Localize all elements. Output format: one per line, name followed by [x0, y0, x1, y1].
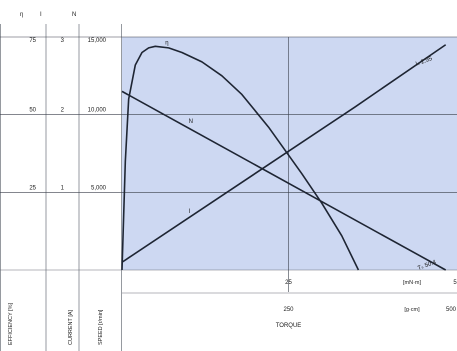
- axis-label-torque: TORQUE: [276, 323, 302, 329]
- series-line-efficiency: [121, 45, 360, 271]
- tick-efficiency-0: 25: [29, 185, 36, 191]
- curve-label-current: I: [189, 209, 191, 215]
- unit-torque-bottom: [g·cm]: [404, 307, 420, 313]
- tick-efficiency-1: 50: [29, 108, 36, 114]
- tick-current-0: 1: [61, 185, 65, 191]
- axis-header-efficiency: η: [20, 12, 23, 18]
- curve-label-efficiency: η: [165, 40, 168, 46]
- unit-torque-top: [mN·m]: [403, 280, 421, 286]
- axis-label-efficiency: EFFICIENCY [%]: [8, 302, 14, 345]
- axis-label-speed: SPEED [r/min]: [98, 309, 104, 345]
- tick-current-1: 2: [61, 108, 65, 114]
- series-line-current: [121, 44, 447, 263]
- axis-header-current: I: [40, 12, 42, 18]
- tick-torque-bottom-0: 250: [283, 307, 294, 313]
- tick-efficiency-2: 75: [29, 38, 36, 44]
- tick-speed-2: 15,000: [88, 38, 107, 44]
- tick-speed-1: 10,000: [88, 108, 107, 114]
- tick-torque-bottom-1: 500: [446, 307, 457, 313]
- annotation-1: Iₛ 2.95: [415, 56, 434, 68]
- series-line-speed: [121, 90, 447, 271]
- axis-header-speed: N: [72, 12, 76, 18]
- tick-torque-top-0: 25: [285, 280, 292, 286]
- tick-current-2: 3: [61, 38, 65, 44]
- axis-label-current: CURRENT [A]: [68, 309, 74, 345]
- tick-speed-0: 5,000: [91, 185, 107, 191]
- tick-torque-top-1: 5: [453, 280, 457, 286]
- curve-label-speed: N: [189, 119, 193, 125]
